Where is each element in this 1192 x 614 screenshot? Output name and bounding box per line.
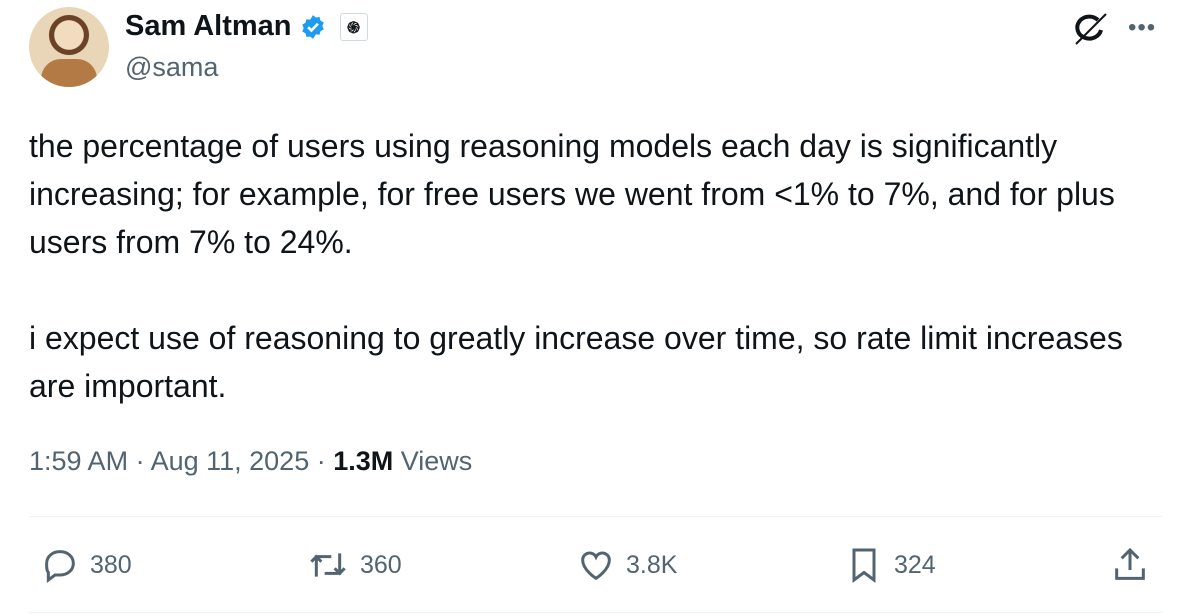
reply-icon [45, 550, 75, 583]
bookmark-button[interactable]: 324 [844, 545, 936, 585]
views-count: 1.3M [333, 446, 394, 476]
share-icon [1115, 547, 1145, 580]
bookmark-icon [852, 548, 876, 583]
tweet-time[interactable]: 1:59 AM [29, 446, 129, 476]
author-name-row: Sam Altman ֍ [125, 10, 368, 43]
tweet-date[interactable]: Aug 11, 2025 [150, 446, 310, 476]
tweet-text: the percentage of users using reasoning … [29, 128, 1123, 404]
openai-logo-icon[interactable]: ֍ [339, 12, 368, 41]
views-label: Views [400, 446, 473, 476]
repost-button[interactable]: 360 [306, 545, 402, 585]
like-button[interactable]: 3.8K [576, 545, 677, 585]
share-button[interactable] [1110, 545, 1150, 585]
verified-badge-icon [301, 14, 324, 39]
repost-icon [310, 553, 346, 577]
author-handle[interactable]: @sama [125, 52, 219, 82]
divider [29, 612, 1162, 613]
tweet-meta: 1:59 AM · Aug 11, 2025 · 1.3M Views [29, 446, 473, 476]
divider [29, 516, 1162, 517]
bookmark-count: 324 [894, 550, 936, 579]
author-name[interactable]: Sam Altman [125, 10, 292, 42]
avatar[interactable] [29, 7, 109, 87]
repost-count: 360 [360, 550, 402, 579]
grok-icon[interactable] [1070, 12, 1110, 46]
reply-count: 380 [90, 550, 132, 579]
reply-button[interactable]: 380 [40, 545, 132, 585]
like-count: 3.8K [626, 550, 678, 579]
heart-icon [581, 551, 611, 581]
more-options-icon[interactable]: ••• [1128, 14, 1157, 41]
